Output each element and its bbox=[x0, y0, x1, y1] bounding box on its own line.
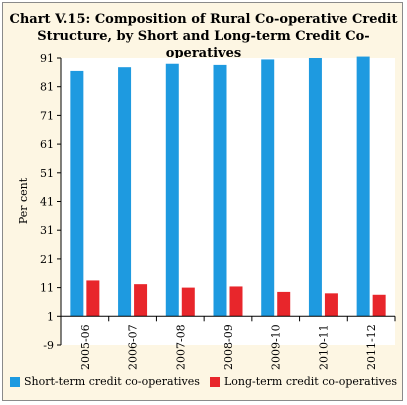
legend-swatch-long-term bbox=[209, 376, 220, 387]
legend: Short-term credit co-operatives Long-ter… bbox=[3, 375, 404, 388]
bar-long-term bbox=[86, 280, 100, 317]
bar-short-term bbox=[261, 59, 275, 317]
legend-label-long-term: Long-term credit co-operatives bbox=[223, 375, 398, 388]
x-tick-label: 2008-09 bbox=[222, 324, 235, 370]
bar-short-term bbox=[308, 58, 322, 317]
x-tick-label: 2010-11 bbox=[317, 324, 330, 370]
y-tick-label: 1 bbox=[47, 310, 54, 323]
legend-label-short-term: Short-term credit co-operatives bbox=[23, 375, 200, 388]
chart-title: Chart V.15: Composition of Rural Co-oper… bbox=[3, 11, 404, 62]
x-tick-label: 2007-08 bbox=[174, 324, 187, 370]
chart-title-line-1: Chart V.15: Composition of Rural Co-oper… bbox=[9, 12, 398, 27]
chart-title-line-2: Structure, by Short and Long-term Credit… bbox=[37, 29, 370, 61]
bar-long-term bbox=[181, 287, 195, 317]
bar-long-term bbox=[372, 294, 386, 317]
y-tick-label: 81 bbox=[40, 81, 54, 94]
bar-short-term bbox=[165, 63, 179, 317]
y-tick-label: -9 bbox=[43, 339, 54, 352]
y-tick-label: 21 bbox=[40, 253, 54, 266]
legend-swatch-short-term bbox=[9, 376, 20, 387]
y-tick-label: 61 bbox=[40, 138, 54, 151]
bar-short-term bbox=[70, 70, 84, 317]
bar-long-term bbox=[229, 286, 243, 317]
bar-long-term bbox=[324, 293, 338, 317]
bar-long-term bbox=[134, 284, 148, 317]
bar-short-term bbox=[356, 56, 370, 317]
legend-item-short-term: Short-term credit co-operatives bbox=[9, 375, 200, 388]
bar-short-term bbox=[213, 64, 227, 317]
plot-area bbox=[61, 58, 395, 345]
y-tick-label: 31 bbox=[40, 224, 54, 237]
x-tick-label: 2009-10 bbox=[270, 324, 283, 370]
chart-frame: Chart V.15: Composition of Rural Co-oper… bbox=[2, 2, 403, 401]
y-tick-label: 91 bbox=[40, 52, 54, 65]
y-tick-label: 11 bbox=[40, 282, 54, 295]
x-tick-label: 2005-06 bbox=[79, 324, 92, 370]
legend-item-long-term: Long-term credit co-operatives bbox=[209, 375, 398, 388]
x-tick-label: 2006-07 bbox=[127, 324, 140, 370]
y-tick-label: 41 bbox=[40, 196, 54, 209]
bar-short-term bbox=[118, 67, 132, 317]
y-tick-label: 51 bbox=[40, 167, 54, 180]
bar-long-term bbox=[277, 291, 291, 317]
x-tick-label: 2011-12 bbox=[365, 324, 378, 370]
y-axis-label: Per cent bbox=[17, 177, 30, 224]
y-tick-label: 71 bbox=[40, 109, 54, 122]
